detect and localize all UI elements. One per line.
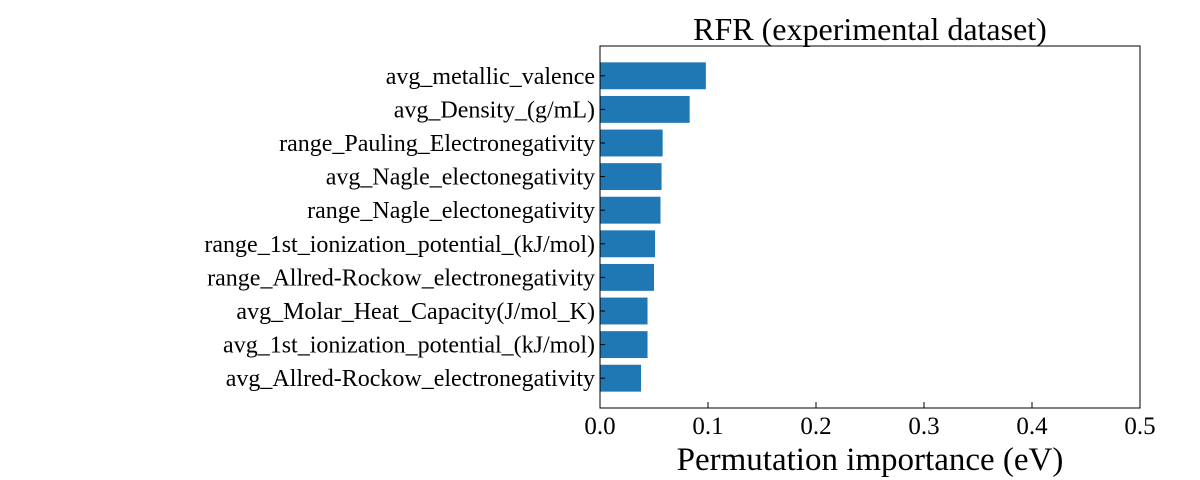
x-tick-label: 0.1 — [692, 413, 723, 440]
category-label: avg_Molar_Heat_Capacity(J/mol_K) — [236, 299, 595, 325]
x-axis-group: 0.0 0.1 0.2 0.3 0.4 0.5 — [584, 402, 1156, 440]
bar — [600, 263, 654, 291]
category-label: avg_metallic_valence — [386, 64, 595, 90]
x-tick-label: 0.3 — [908, 413, 939, 440]
bar — [600, 129, 663, 157]
x-tick-label: 0.5 — [1124, 413, 1155, 440]
category-label: range_Allred-Rockow_electronegativity — [207, 265, 595, 291]
bar — [600, 196, 661, 224]
bar — [600, 95, 690, 123]
x-axis-label: Permutation importance (eV) — [677, 442, 1064, 478]
bar — [600, 163, 662, 191]
bar — [600, 364, 642, 392]
bar — [600, 297, 648, 325]
category-label: range_Nagle_electonegativity — [307, 198, 595, 224]
x-tick-label: 0.2 — [800, 413, 831, 440]
category-labels-group: avg_metallic_valence avg_Density_(g/mL)ra… — [204, 64, 605, 392]
bars-group — [600, 62, 706, 392]
chart-title: RFR (experimental dataset) — [693, 11, 1047, 47]
bar — [600, 230, 656, 258]
category-label: avg_1st_ionization_potential_(kJ/mol) — [223, 333, 595, 359]
bar — [600, 331, 648, 359]
category-label: range_Pauling_Electronegativity — [279, 131, 595, 157]
plot-frame — [599, 45, 1141, 409]
x-tick-label: 0.4 — [1016, 413, 1048, 440]
category-label: range_1st_ionization_potential_(kJ/mol) — [204, 232, 595, 258]
category-label: avg_Allred-Rockow_electronegativity — [226, 366, 595, 392]
category-label: avg_Density_(g/mL) — [394, 97, 595, 123]
bar — [600, 62, 706, 90]
category-label: avg_Nagle_electonegativity — [326, 165, 595, 191]
x-tick-label: 0.0 — [584, 413, 615, 440]
